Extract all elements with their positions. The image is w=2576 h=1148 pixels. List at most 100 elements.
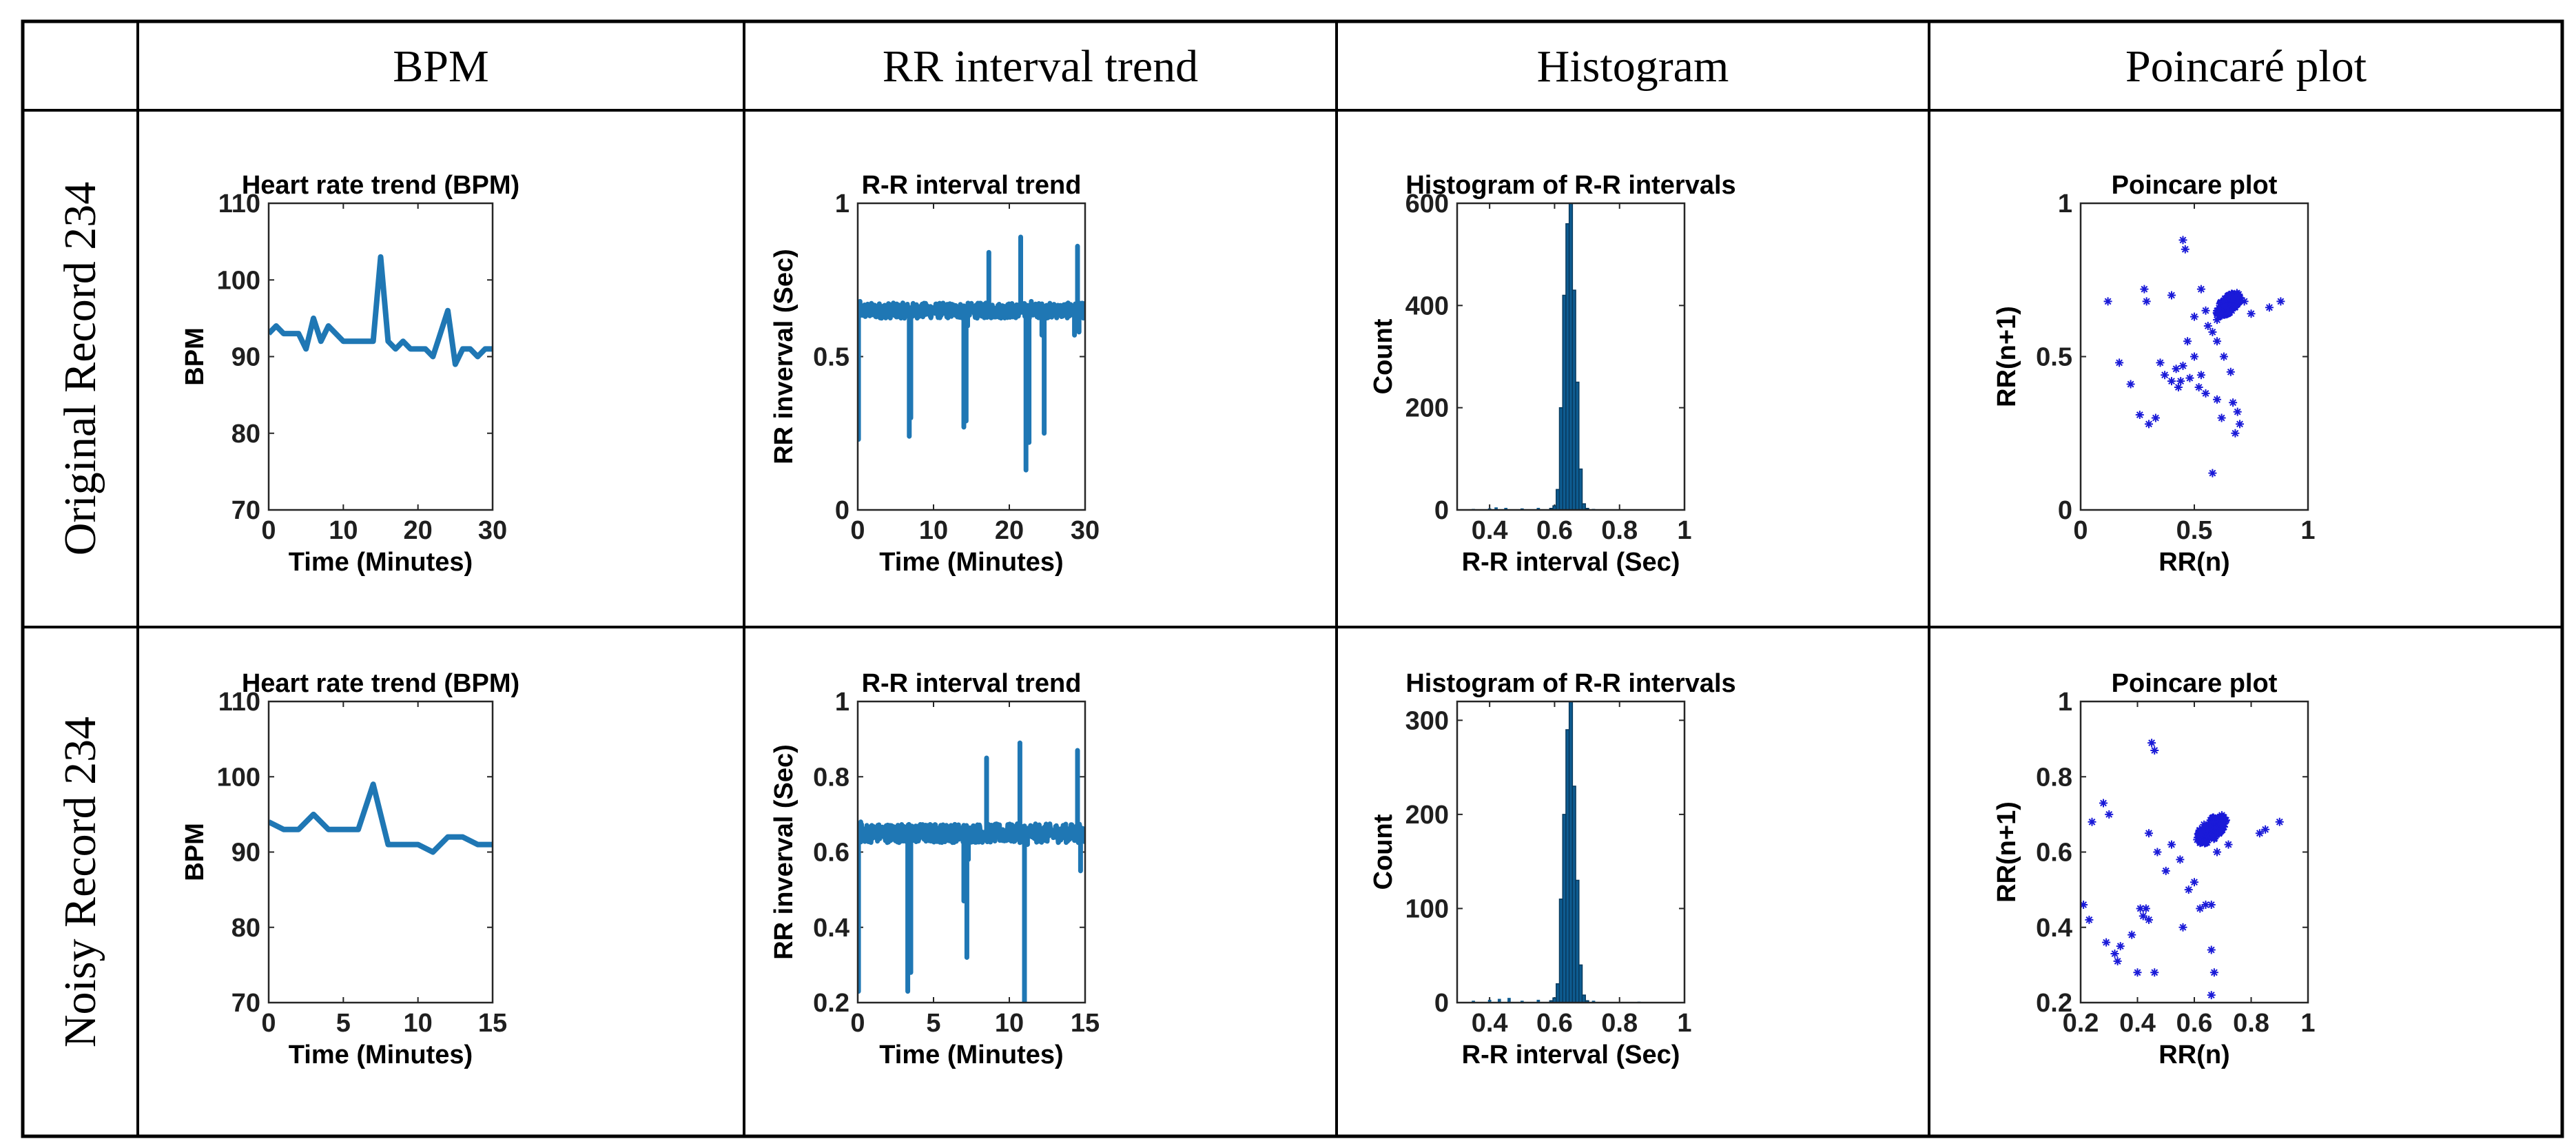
- x-tick-label: 0.5: [2176, 516, 2213, 545]
- x-tick-label: 0.6: [1536, 1009, 1573, 1038]
- y-tick-label: 0.2: [813, 989, 849, 1018]
- scatter-point: [2153, 848, 2162, 857]
- x-tick-label: 0: [850, 516, 865, 545]
- scatter-point: [2201, 389, 2210, 398]
- scatter-point: [2209, 813, 2218, 822]
- histogram-bar: [1487, 999, 1492, 1003]
- scatter-point: [2223, 295, 2232, 304]
- x-tick-label: 0.2: [2063, 1009, 2099, 1038]
- scatter-point: [2127, 930, 2136, 939]
- x-tick-label: 0.8: [2233, 1009, 2269, 1038]
- x-axis-label: Time (Minutes): [289, 548, 473, 577]
- series-line: [858, 740, 1085, 1003]
- scatter-point: [2203, 825, 2212, 834]
- scatter-point: [2207, 827, 2216, 836]
- histogram-bar: [1507, 998, 1511, 1003]
- chart-panel-noisy-rr-trend: R-R interval trend Time (Minutes) RR inver…: [770, 669, 1100, 1069]
- x-axis-label: Time (Minutes): [289, 1041, 473, 1069]
- scatter-point: [2217, 820, 2226, 829]
- y-tick-label: 1: [2058, 688, 2072, 717]
- scatter-point: [2196, 904, 2205, 913]
- scatter-point: [2240, 297, 2249, 306]
- scatter-point: [2136, 904, 2145, 913]
- chart-panel-original-histogram: Histogram of R-R intervals R-R interval (…: [1369, 171, 1736, 577]
- scatter-point: [2126, 380, 2135, 389]
- scatter-point: [2213, 337, 2221, 346]
- y-tick-label: 400: [1405, 291, 1449, 320]
- scatter-point: [2261, 825, 2270, 834]
- y-tick-label: 1: [2058, 189, 2072, 218]
- scatter-point: [2176, 855, 2185, 864]
- x-tick-label: 0: [2073, 516, 2088, 545]
- scatter-point: [2196, 837, 2205, 846]
- scatter-point: [2183, 337, 2192, 346]
- y-axis-label: RR inverval (Sec): [770, 249, 798, 464]
- y-tick-label: 70: [231, 496, 260, 525]
- histogram-bar: [1575, 879, 1580, 1003]
- y-tick-label: 100: [1405, 894, 1449, 923]
- column-header-histogram: Histogram: [1537, 41, 1729, 92]
- y-axis-label: BPM: [181, 327, 209, 385]
- scatter-point: [2105, 810, 2114, 819]
- scatter-point: [2203, 322, 2212, 330]
- y-axis-label: Count: [1369, 814, 1398, 890]
- y-tick-label: 90: [231, 839, 260, 868]
- scatter-point: [2213, 395, 2221, 404]
- scatter-point: [2213, 316, 2221, 325]
- x-axis-label: R-R interval (Sec): [1462, 548, 1680, 577]
- column-header-bpm: BPM: [393, 41, 488, 92]
- scatter-point: [2151, 413, 2160, 422]
- scatter-point: [2234, 298, 2243, 307]
- scatter-point: [2103, 297, 2112, 306]
- scatter-point: [2205, 823, 2214, 832]
- x-tick-label: 1: [1677, 516, 1691, 545]
- x-tick-label: 0: [261, 1009, 276, 1038]
- x-tick-label: 5: [336, 1009, 351, 1038]
- scatter-point: [2178, 361, 2187, 370]
- axes-box: [267, 700, 494, 1004]
- series-line: [269, 781, 493, 855]
- scatter-point: [2207, 945, 2216, 954]
- x-tick-label: 0.4: [1472, 516, 1508, 545]
- scatter-point: [2225, 308, 2234, 317]
- scatter-point: [2081, 900, 2088, 909]
- x-tick-label: 10: [995, 1009, 1024, 1038]
- y-tick-label: 0.8: [2036, 763, 2072, 792]
- plot-area: [1472, 203, 1638, 510]
- x-axis-label: Time (Minutes): [879, 548, 1063, 577]
- chart-panel-original-bpm: Heart rate trend (BPM) Time (Minutes) BPM 0…: [181, 171, 519, 577]
- y-tick-label: 80: [231, 420, 260, 449]
- scatter-point: [2219, 297, 2228, 306]
- x-axis-label: RR(n): [2158, 1041, 2229, 1069]
- scatter-point: [2216, 826, 2225, 835]
- scatter-point: [2145, 829, 2153, 838]
- scatter-point: [2181, 245, 2189, 254]
- y-tick-label: 0.6: [2036, 839, 2072, 868]
- scatter-point: [2088, 817, 2096, 826]
- x-tick-label: 0.8: [1601, 1009, 1638, 1038]
- scatter-point: [2110, 949, 2119, 958]
- x-tick-label: 10: [919, 516, 948, 545]
- scatter-point: [2172, 365, 2181, 373]
- chart-title: Poincare plot: [2112, 669, 2278, 698]
- scatter-point: [2193, 835, 2202, 844]
- table-grid: [21, 19, 2564, 1138]
- chart-panel-noisy-histogram: Histogram of R-R intervals R-R interval (…: [1369, 669, 1736, 1069]
- scatter-point: [2140, 285, 2149, 294]
- y-tick-label: 100: [217, 266, 260, 295]
- scatter-point: [2167, 291, 2176, 300]
- scatter-point: [2229, 398, 2238, 407]
- x-axis-label: RR(n): [2158, 548, 2229, 577]
- x-tick-label: 20: [995, 516, 1024, 545]
- y-axis-label: RR inverval (Sec): [770, 744, 798, 960]
- scatter-point: [2139, 912, 2147, 921]
- scatter-point: [2276, 297, 2285, 306]
- x-tick-label: 10: [329, 516, 358, 545]
- x-axis-label: R-R interval (Sec): [1462, 1041, 1680, 1069]
- y-tick-label: 80: [231, 914, 260, 943]
- scatter-point: [2221, 303, 2230, 311]
- scatter-point: [2116, 942, 2125, 951]
- scatter-point: [2167, 840, 2176, 849]
- scatter-point: [2214, 817, 2223, 826]
- plot-area: [1472, 701, 1641, 1003]
